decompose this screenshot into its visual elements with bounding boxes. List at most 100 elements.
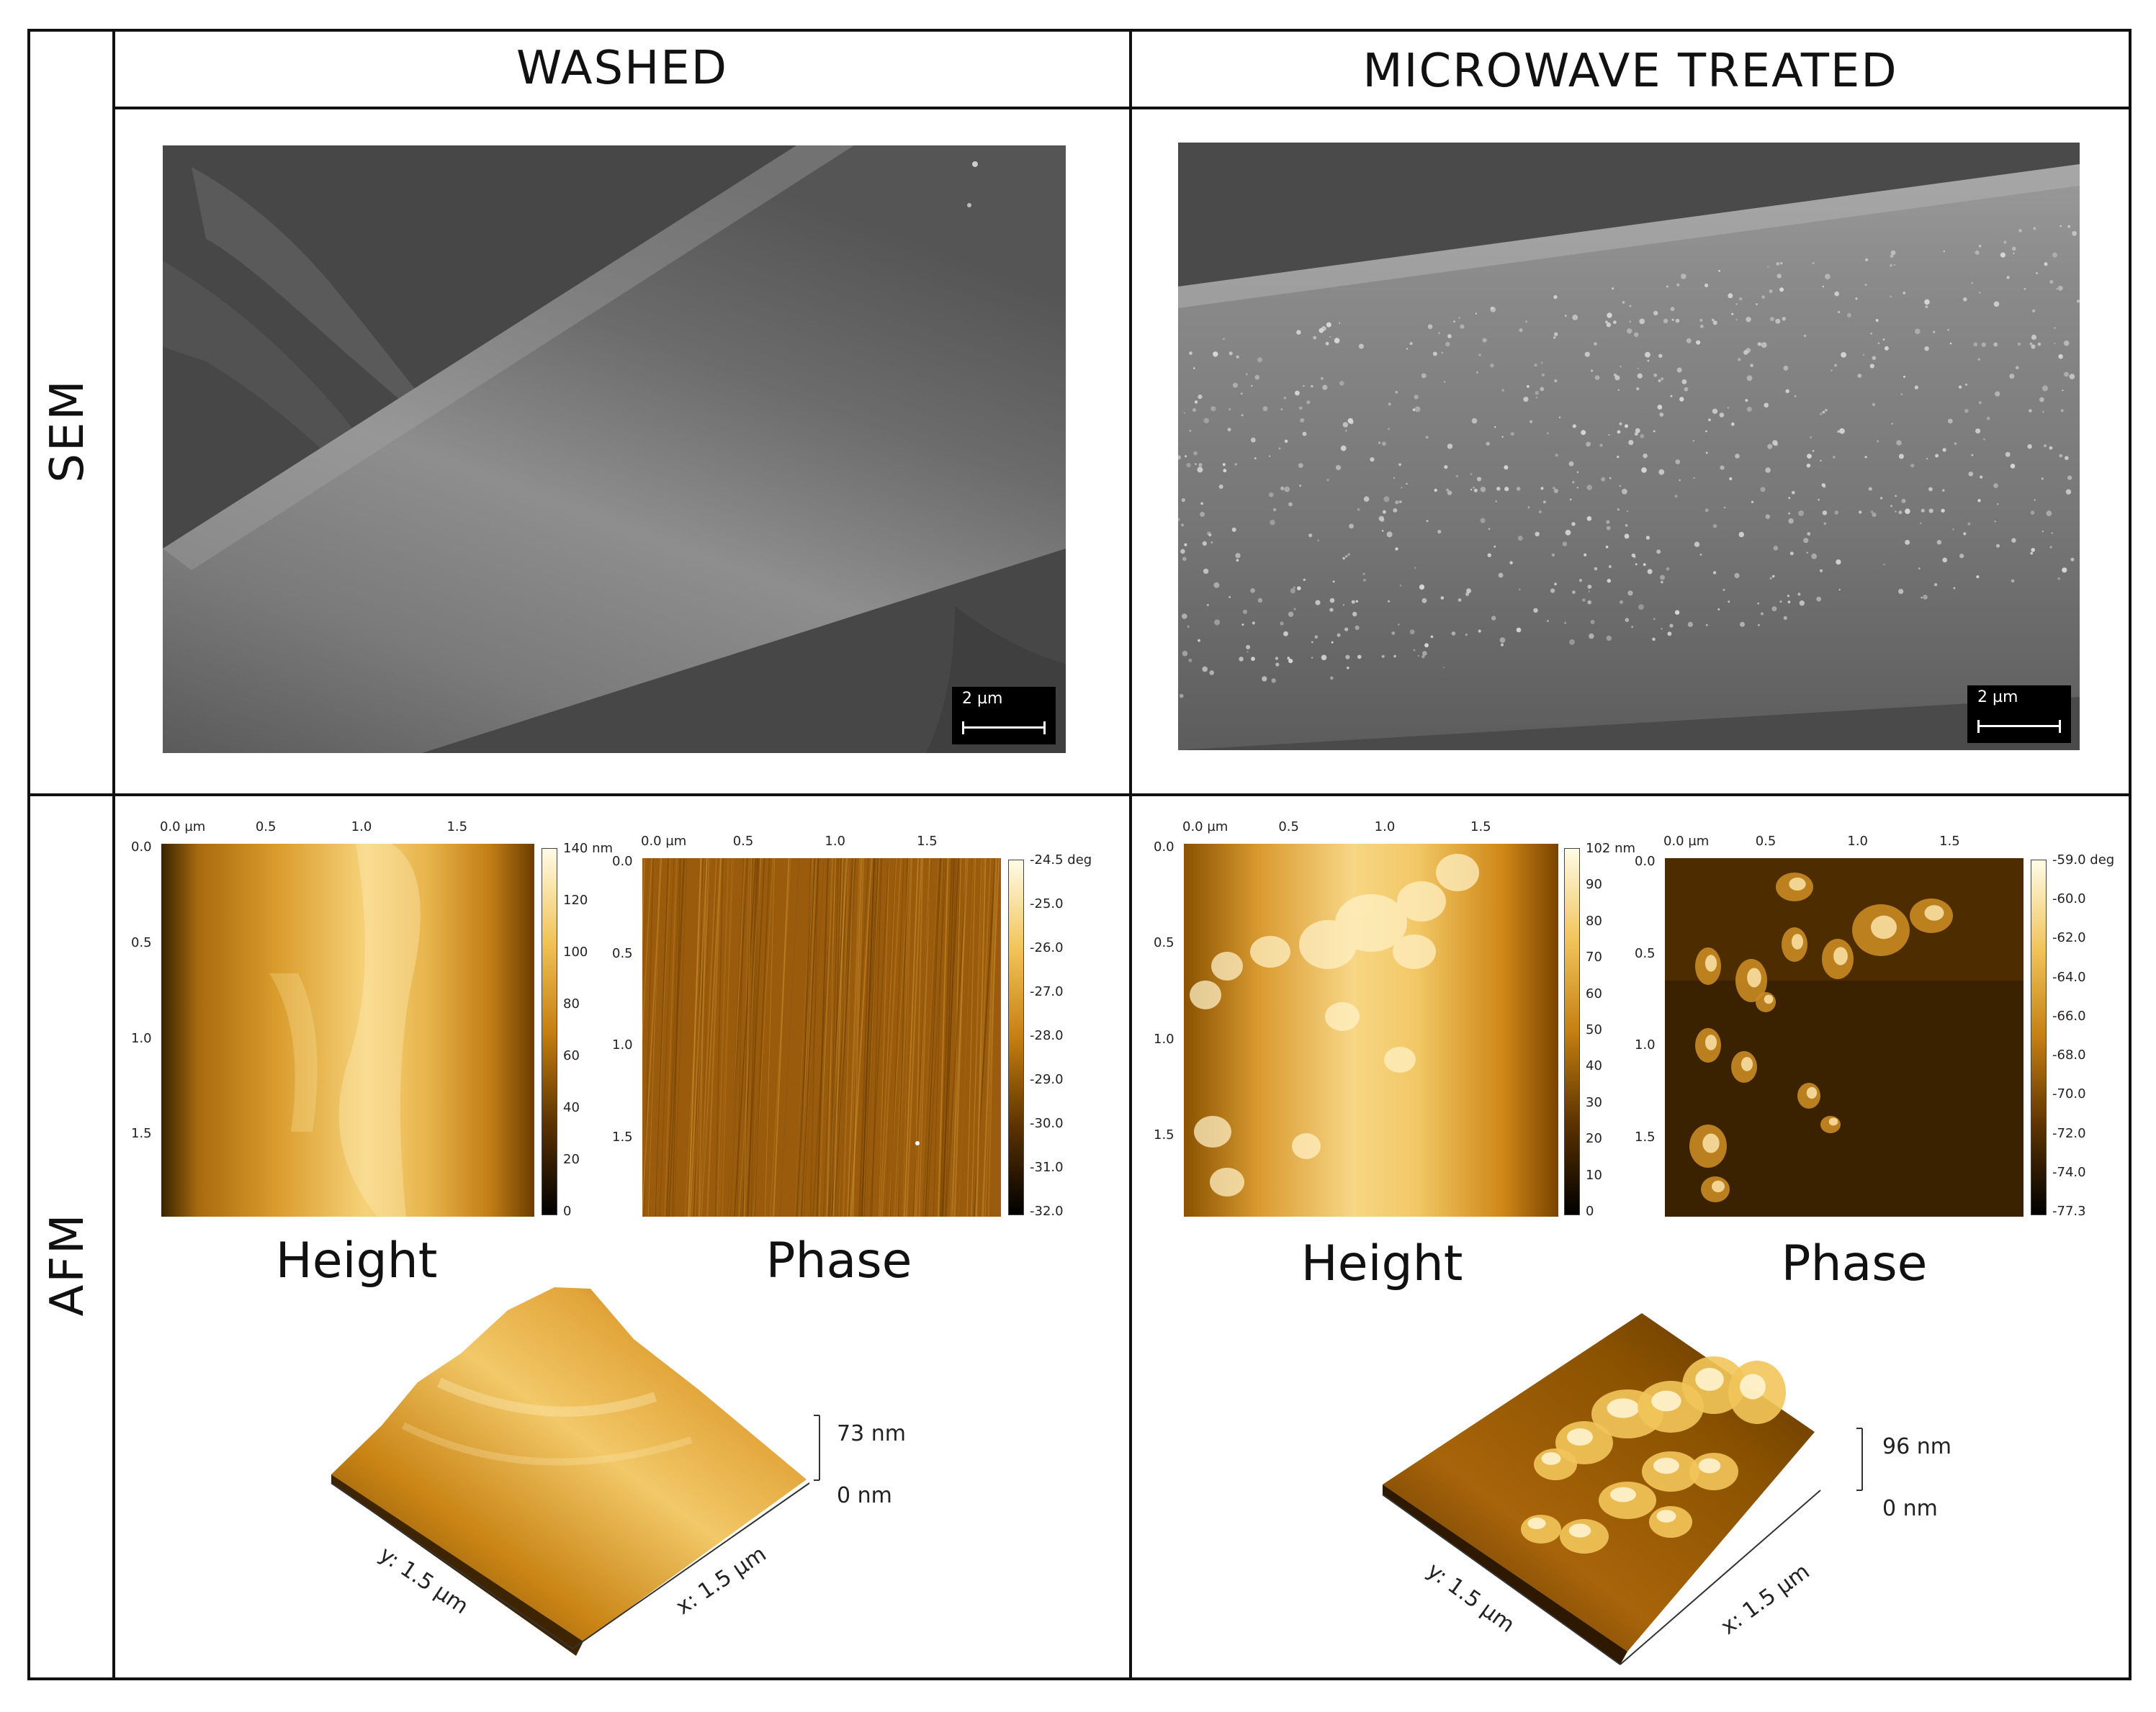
colorbar-tick-label: -30.0 [1030,1116,1064,1131]
caption-phase-washed: Phase [765,1233,912,1289]
colorbar-tick-label: 90 [1586,877,1602,893]
axis-tick-label: 1.0 [1154,1031,1174,1047]
scale-bar-label: 2 µm [962,690,1003,708]
sem-scale-bar-washed: 2 µm [952,687,1056,744]
column-header-washed: WASHED [516,42,729,95]
afm-colorbar-phase-microwave [2031,860,2047,1215]
axis-tick-label: 0.5 [255,819,277,834]
afm-height-map-microwave [1184,844,1558,1217]
axis-tick-label: 0.5 [732,834,754,849]
z-scale-bottom-washed: 0 nm [837,1483,892,1508]
axis-tick-label: 0.0 µm [1663,834,1710,849]
colorbar-tick-label: -32.0 [1030,1204,1064,1219]
afm-height-map-washed [161,844,534,1217]
axis-tick-label: 0.0 [612,854,633,869]
scale-bar-line [1977,725,2061,727]
colorbar-tick-label: -77.3 [2052,1204,2086,1219]
colorbar-tick-label: 80 [563,996,580,1012]
axis-tick-label: 0.5 [1635,945,1656,961]
axis-tick-label: 0.0 µm [160,819,206,834]
colorbar-tick-label: -25.0 [1030,896,1064,911]
row-header-afm: AFM [41,1212,94,1317]
axis-tick-label: 1.5 [612,1130,633,1145]
colorbar-tick-label: 40 [1586,1058,1602,1074]
colorbar-tick-label: 50 [1586,1022,1602,1037]
scale-bar-tick [1043,721,1046,734]
colorbar-tick-label: -60.0 [2052,891,2086,907]
scale-bar-line [962,726,1046,729]
colorbar-tick-label: -27.0 [1030,984,1064,999]
colorbar-tick-label: 20 [1586,1131,1602,1147]
colorbar-tick-label: -31.0 [1030,1160,1064,1175]
row-header-sem: SEM [41,378,94,483]
axis-tick-label: 0.5 [1278,819,1299,834]
phase-texture [642,858,1000,1217]
surface-bumps [1521,1356,1786,1554]
axis-tick-label: 0.0 [131,839,152,855]
axis-tick-label: 0.5 [1154,935,1174,951]
axis-tick-label: 0.5 [131,934,152,950]
caption-phase-microwave: Phase [1781,1235,1928,1292]
scale-bar-tick [1977,720,1980,733]
colorbar-tick-label: -29.0 [1030,1072,1064,1087]
phase-features [1689,873,1953,1202]
axis-tick-label: 1.5 [1939,834,1960,849]
height-features [1190,854,1479,1197]
colorbar-tick-label: 102 nm [1586,841,1636,856]
axis-tick-label: 0.0 [1635,854,1656,869]
axis-tick-label: 1.0 [1374,819,1396,834]
colorbar-tick-label: 0 [1586,1204,1594,1219]
axis-tick-label: 1.5 [1154,1127,1174,1143]
afm-colorbar-height-microwave [1564,848,1580,1215]
surface-particles [1178,225,2080,698]
colorbar-tick-label: -62.0 [2052,930,2086,946]
colorbar-tick-label: 120 [563,893,588,908]
axis-tick-label: 1.5 [446,819,468,834]
colorbar-tick-label: -74.0 [2052,1164,2086,1180]
colorbar-tick-label: 60 [1586,986,1602,1001]
colorbar-tick-label: 0 [563,1204,572,1219]
z-scale-top-microwave: 96 nm [1882,1434,1951,1459]
axis-tick-label: 0.0 µm [641,834,687,849]
axis-tick-label: 1.5 [917,834,938,849]
axis-tick-label: 1.5 [1635,1130,1656,1145]
colorbar-tick-label: 30 [1586,1094,1602,1110]
colorbar-tick-label: -64.0 [2052,969,2086,985]
axis-tick-label: 1.0 [1847,834,1869,849]
colorbar-tick-label: 100 [563,945,588,960]
colorbar-tick-label: -72.0 [2052,1125,2086,1141]
colorbar-tick-label: 40 [563,1100,580,1115]
colorbar-tick-label: 60 [563,1048,580,1063]
caption-height-washed: Height [275,1233,438,1289]
axis-tick-label: 1.0 [825,834,846,849]
colorbar-tick-label: -28.0 [1030,1028,1064,1043]
axis-tick-label: 1.0 [131,1030,152,1046]
colorbar-tick-label: -24.5 deg [1030,852,1092,868]
scale-bar-tick [962,721,964,734]
colorbar-tick-label: -66.0 [2052,1008,2086,1024]
afm-3d-surface-washed [331,1287,820,1656]
colorbar-tick-label: 80 [1586,913,1602,929]
colorbar-tick-label: -26.0 [1030,940,1064,955]
sem-scale-bar-microwave: 2 µm [1967,685,2071,743]
afm-colorbar-height-washed [542,848,557,1215]
caption-height-microwave: Height [1301,1235,1463,1292]
column-header-microwave: MICROWAVE TREATED [1362,45,1898,98]
axis-tick-label: 1.0 [351,819,372,834]
sem-image-microwave [1178,143,2080,750]
axis-tick-label: 1.0 [612,1037,633,1053]
axis-tick-label: 1.5 [1470,819,1491,834]
colorbar-tick-label: 20 [563,1152,580,1167]
colorbar-tick-label: -59.0 deg [2052,852,2115,868]
z-scale-bottom-microwave: 0 nm [1882,1496,1938,1521]
axis-tick-label: 0.0 [1154,839,1174,855]
afm-colorbar-phase-washed [1008,860,1024,1215]
colorbar-tick-label: 140 nm [563,841,614,856]
axis-tick-label: 0.5 [1755,834,1777,849]
axis-tick-label: 1.0 [1635,1037,1656,1053]
afm-phase-map-microwave [1665,858,2024,1217]
afm-3d-surface-microwave [1382,1313,1863,1665]
colorbar-tick-label: 10 [1586,1167,1602,1183]
afm-phase-map-washed [642,858,1001,1217]
